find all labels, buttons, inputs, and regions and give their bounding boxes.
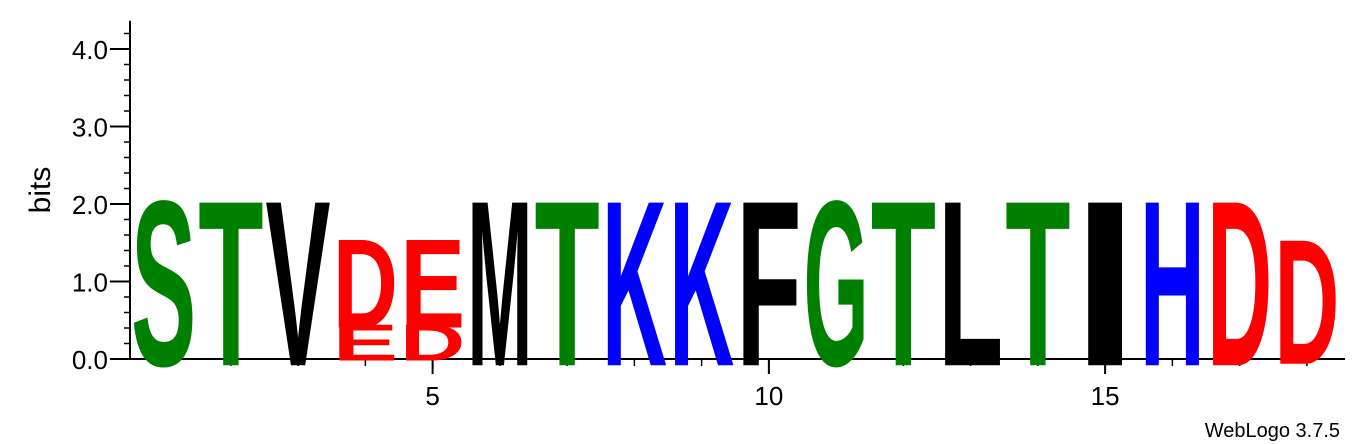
logo-letter-T-pos-2: T bbox=[198, 151, 263, 415]
logo-letter-H-pos-16: H bbox=[1140, 151, 1205, 415]
logo-letter-K-pos-9: K bbox=[669, 151, 734, 415]
logo-letter-E-pos-4: E bbox=[333, 313, 398, 371]
logo-letter-D-pos-18: D bbox=[1274, 203, 1339, 402]
logo-letter-M-pos-6: M bbox=[467, 153, 532, 416]
axes: 0.0 1.0 2.0 3.0 4.0 5 10 15 bbox=[72, 20, 1345, 411]
y-tick-label: 4.0 bbox=[72, 35, 108, 65]
y-tick-label: 0.0 bbox=[72, 345, 108, 375]
logo-letter-I-pos-15: I bbox=[1073, 151, 1138, 415]
y-tick-label: 2.0 bbox=[72, 190, 108, 220]
x-tick-label: 5 bbox=[425, 381, 439, 411]
letter-stacks: S T V ED DE M T K K F G T L T I H D D bbox=[131, 151, 1339, 417]
logo-letter-S-pos-1: S bbox=[131, 152, 196, 416]
logo-letter-G-pos-11: G bbox=[804, 151, 869, 416]
logo-letter-D-pos-17: D bbox=[1207, 151, 1272, 415]
logo-letter-T-pos-14: T bbox=[1005, 151, 1070, 415]
y-tick-label: 3.0 bbox=[72, 113, 108, 143]
logo-letter-D-pos-4: D bbox=[333, 213, 398, 355]
y-tick-label: 1.0 bbox=[72, 268, 108, 298]
logo-letter-F-pos-10: F bbox=[736, 151, 801, 415]
logo-letter-V-pos-3: V bbox=[266, 152, 331, 416]
y-axis-label: bits bbox=[24, 167, 57, 214]
logo-letter-K-pos-8: K bbox=[602, 151, 667, 415]
logo-letter-T-pos-7: T bbox=[535, 151, 600, 415]
weblogo-credit: WebLogo 3.7.5 bbox=[1205, 420, 1340, 442]
logo-letter-L-pos-13: L bbox=[938, 151, 1003, 415]
logo-letter-T-pos-12: T bbox=[871, 151, 936, 415]
x-tick-label: 15 bbox=[1091, 381, 1120, 411]
logo-letter-D-pos-5: D bbox=[400, 313, 465, 371]
logo-letter-E-pos-5: E bbox=[400, 213, 465, 355]
x-tick-label: 10 bbox=[754, 381, 783, 411]
